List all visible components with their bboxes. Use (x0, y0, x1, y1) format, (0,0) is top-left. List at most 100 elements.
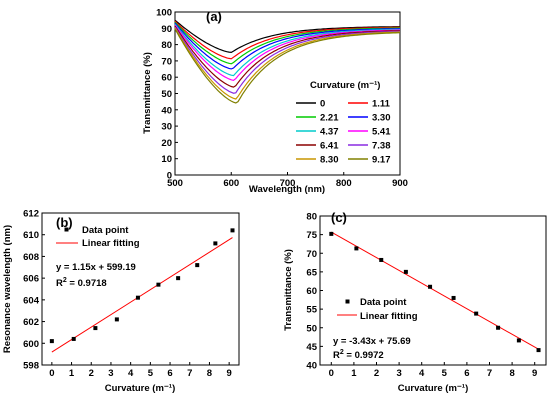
panel-c-data-point (516, 338, 521, 343)
panel-b-x-tick-label: 1 (69, 368, 75, 379)
panel-b-r-squared: R2 = 0.9718 (56, 277, 107, 289)
panel-c-label: (c) (331, 210, 347, 225)
panel-b-data-point (176, 276, 181, 281)
panel-c-data-point (403, 269, 408, 274)
panel-c-data-point (451, 295, 456, 300)
panel-a-y-tick-label: 100 (156, 8, 172, 19)
panel-a-legend-title: Curvature (m⁻¹) (310, 80, 380, 91)
panel-a-series-2.21-line (174, 21, 400, 65)
panel-b-legend-marker-data-point (64, 227, 69, 232)
panel-c-legend-data-point: Data point (360, 297, 407, 308)
panel-c-equation: y = -3.43x + 75.69 (333, 336, 411, 347)
panel-a-x-tick-label: 900 (392, 178, 408, 189)
panel-b-x-tick-label: 9 (227, 368, 232, 379)
panel-b-data-point (114, 317, 119, 322)
panel-a-y-tick-label: 60 (161, 73, 172, 84)
panel-b-points-group (49, 228, 235, 344)
panel-c-legend-linear-fitting: Linear fitting (360, 311, 418, 322)
panel-b-equation: y = 1.15x + 599.19 (56, 262, 136, 273)
panel-a-spectra-chart: 500 600 700 800 900 0 10 20 30 40 50 60 70 80 90 100 (a… (142, 8, 408, 196)
panel-c-x-axis-label: Curvature (m⁻¹) (398, 383, 468, 394)
panel-a-legend-label-7.38: 7.38 (372, 141, 391, 152)
panel-a-series-4.37-line (174, 23, 401, 77)
panel-c-data-point (536, 348, 541, 353)
panel-c-data-point (496, 325, 501, 330)
panel-b-data-point (230, 228, 235, 233)
panel-a-y-tick-label: 0 (167, 171, 172, 182)
panel-b-data-point (135, 295, 140, 300)
panel-a-series-5.41-line (174, 24, 400, 82)
panel-c-data-point (379, 257, 384, 262)
panel-a-y-tick-label: 10 (161, 154, 172, 165)
panel-b-x-tick-label: 3 (108, 368, 113, 379)
panel-a-y-tick-label: 20 (161, 138, 172, 149)
panel-b-scatter-chart: 0 1 2 3 4 5 6 7 8 9 598 600 602 604 606 608 610 612 (b) C… (2, 209, 240, 394)
panel-a-legend-label-5.41: 5.41 (372, 127, 391, 138)
panel-c-y-tick-label: 45 (306, 342, 317, 353)
panel-b-fit-group (51, 237, 233, 353)
panel-b-x-axis-label: Curvature (m⁻¹) (105, 383, 175, 394)
panel-b-x-tick-label: 0 (49, 368, 54, 379)
panel-c-data-point (474, 311, 479, 316)
panel-b-data-point (213, 241, 218, 246)
panel-c-y-tick-label: 65 (306, 267, 317, 278)
panel-a-legend-label-8.30: 8.30 (320, 155, 339, 166)
panel-a-series-8.30-line (174, 27, 401, 100)
panel-a-series-6.41-line (174, 25, 400, 88)
panel-a-legend-label-3.30: 3.30 (372, 113, 391, 124)
panel-c-x-tick-label: 1 (351, 368, 357, 379)
panel-b-x-tick-label: 6 (167, 368, 172, 379)
panel-b-data-point (93, 326, 98, 331)
panel-b-x-tick-label: 5 (148, 368, 154, 379)
panel-b-x-tick-label: 2 (89, 368, 94, 379)
panel-b-tick-group: 0 1 2 3 4 5 6 7 8 9 598 600 602 604 606 608 610 612 (23, 209, 232, 380)
panel-a-y-tick-label: 50 (161, 89, 172, 100)
panel-c-data-point (329, 231, 334, 236)
panel-b-y-tick-label: 608 (23, 252, 39, 263)
panel-a-series-0-line (174, 19, 400, 54)
panel-a-y-axis-label: Transmittance (%) (142, 52, 153, 134)
panel-a-legend-label-4.37: 4.37 (320, 127, 339, 138)
panel-b-data-point (195, 263, 200, 268)
panel-c-r-squared: R2 = 0.9972 (333, 349, 384, 361)
panel-b-y-axis-label: Resonance wavelength (nm) (2, 225, 13, 353)
panel-c-x-tick-label: 3 (396, 368, 401, 379)
panel-a-y-tick-label: 90 (161, 24, 172, 35)
panel-c-y-axis-label: Transmittance (%) (283, 249, 294, 331)
panel-b-y-tick-label: 612 (23, 209, 39, 220)
panel-c-y-tick-label: 60 (306, 286, 317, 297)
panel-a-x-tick-label: 600 (223, 178, 239, 189)
panel-c-x-tick-label: 6 (464, 368, 469, 379)
panel-b-legend-data-point: Data point (82, 225, 129, 236)
panel-b-y-tick-label: 598 (23, 361, 39, 372)
panel-c-x-tick-label: 0 (329, 368, 334, 379)
panel-b-y-tick-label: 600 (23, 339, 39, 350)
panel-a-series-7.38-line (174, 26, 401, 94)
panel-c-data-point (354, 246, 359, 251)
panel-c-y-tick-label: 50 (306, 323, 317, 334)
panel-c-points-group (329, 231, 541, 353)
panel-b-data-point (49, 339, 54, 344)
panel-b-y-tick-label: 604 (23, 295, 40, 306)
panel-a-y-tick-label: 70 (161, 56, 172, 67)
panel-b-data-point (156, 282, 161, 287)
panel-c-y-tick-label: 70 (306, 249, 317, 260)
panel-c-y-tick-label: 75 (306, 230, 317, 241)
panel-c-x-tick-label: 9 (532, 368, 537, 379)
panel-b-x-tick-label: 7 (187, 368, 192, 379)
panel-c-legend-marker-data-point (345, 299, 350, 304)
panel-c-x-tick-label: 5 (442, 368, 448, 379)
panel-c-x-tick-label: 8 (509, 368, 514, 379)
panel-b-legend-linear-fitting: Linear fitting (82, 238, 140, 249)
panel-a-tick-group: 500 600 700 800 900 0 10 20 30 40 50 60 70 80 90 100 (156, 8, 408, 190)
panel-a-legend-label-0: 0 (320, 99, 325, 110)
panel-c-x-tick-label: 2 (374, 368, 379, 379)
panel-a-x-tick-label: 800 (336, 178, 352, 189)
panel-b-x-tick-label: 8 (207, 368, 212, 379)
panel-a-legend: 0 1.11 2.21 3.30 4.37 5.41 6.41 7.38 8.30 9.17 (296, 99, 391, 166)
panel-c-fit-group (331, 231, 539, 350)
panel-c-y-tick-label: 40 (306, 361, 317, 372)
panel-c-y-tick-label: 80 (306, 212, 317, 223)
